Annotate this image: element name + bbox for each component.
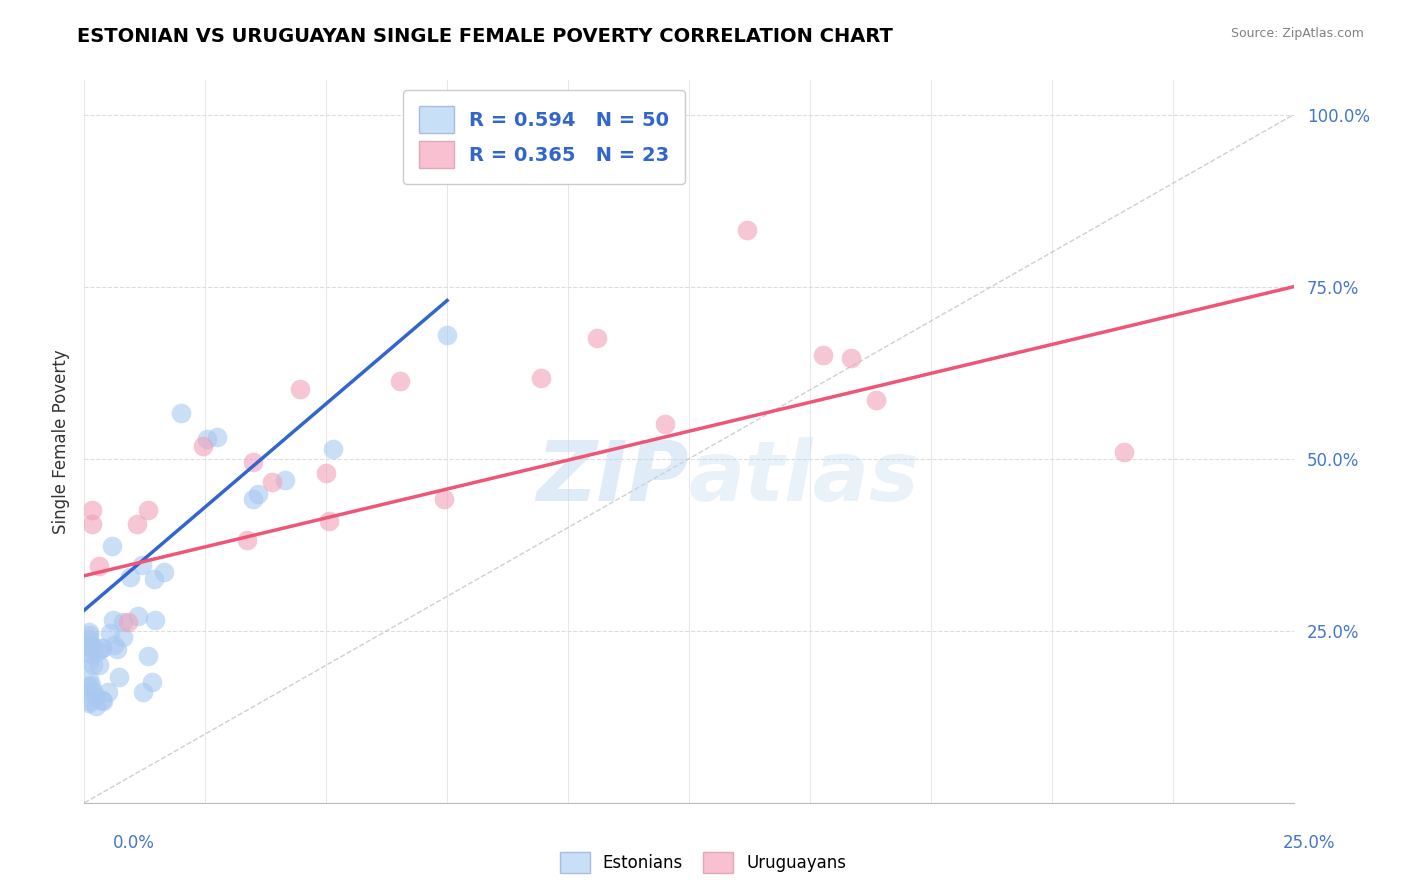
Point [143, 573, 166, 587]
Point [103, 638, 125, 652]
Point [131, 685, 153, 699]
Point [108, 670, 131, 684]
Text: Source: ZipAtlas.com: Source: ZipAtlas.com [1230, 27, 1364, 40]
Point [77, 646, 100, 660]
Point [136, 649, 159, 664]
Point [77, 628, 100, 642]
Point [530, 371, 553, 385]
Point [315, 466, 337, 480]
Point [436, 327, 458, 342]
Point [195, 433, 218, 447]
Point [290, 382, 312, 396]
Point [91, 694, 114, 708]
Point [811, 348, 834, 362]
Point [127, 608, 149, 623]
Point [141, 674, 163, 689]
Point [318, 514, 340, 528]
Point [586, 331, 609, 345]
Point [91, 692, 114, 706]
Point [118, 570, 141, 584]
Point [865, 392, 887, 407]
Point [77, 654, 100, 668]
Point [80, 678, 103, 692]
Point [433, 491, 456, 506]
Point [242, 491, 264, 506]
Point [87, 658, 110, 673]
Point [136, 502, 159, 516]
Point [80, 516, 103, 531]
Text: 25.0%: 25.0% [1284, 834, 1336, 852]
Legend: Estonians, Uruguayans: Estonians, Uruguayans [553, 846, 853, 880]
Point [1114, 445, 1136, 459]
Point [112, 615, 135, 630]
Point [236, 533, 259, 547]
Text: atlas: atlas [689, 437, 920, 518]
Point [274, 474, 297, 488]
Point [90, 641, 112, 656]
Text: ZIP: ZIP [536, 437, 689, 518]
Point [91, 640, 114, 655]
Point [242, 455, 264, 469]
Point [654, 417, 676, 432]
Point [98, 626, 121, 640]
Point [82, 684, 104, 698]
Point [105, 642, 128, 657]
Point [246, 487, 269, 501]
Point [84, 699, 107, 714]
Point [77, 694, 100, 708]
Point [117, 615, 139, 629]
Point [80, 503, 103, 517]
Point [80, 639, 103, 653]
Point [839, 351, 862, 365]
Point [100, 540, 122, 554]
Text: 0.0%: 0.0% [112, 834, 155, 852]
Point [131, 558, 153, 572]
Point [112, 630, 135, 644]
Point [735, 222, 758, 236]
Point [389, 375, 412, 389]
Point [262, 475, 284, 490]
Point [152, 565, 174, 579]
Point [84, 689, 107, 703]
Point [82, 658, 104, 673]
Text: ESTONIAN VS URUGUAYAN SINGLE FEMALE POVERTY CORRELATION CHART: ESTONIAN VS URUGUAYAN SINGLE FEMALE POVE… [77, 27, 893, 45]
Point [87, 644, 110, 658]
Point [77, 679, 100, 693]
Point [103, 614, 125, 628]
Point [87, 559, 110, 574]
Point [205, 430, 228, 444]
Point [169, 406, 191, 420]
Point [77, 624, 100, 639]
Point [97, 684, 120, 698]
Point [322, 442, 344, 457]
Legend: R = 0.594   N = 50, R = 0.365   N = 23: R = 0.594 N = 50, R = 0.365 N = 23 [404, 90, 685, 184]
Point [127, 517, 149, 532]
Point [80, 640, 103, 655]
Point [143, 613, 166, 627]
Point [77, 637, 100, 651]
Y-axis label: Single Female Poverty: Single Female Poverty [52, 350, 70, 533]
Point [77, 696, 100, 710]
Point [193, 439, 215, 453]
Point [77, 632, 100, 646]
Point [77, 673, 100, 687]
